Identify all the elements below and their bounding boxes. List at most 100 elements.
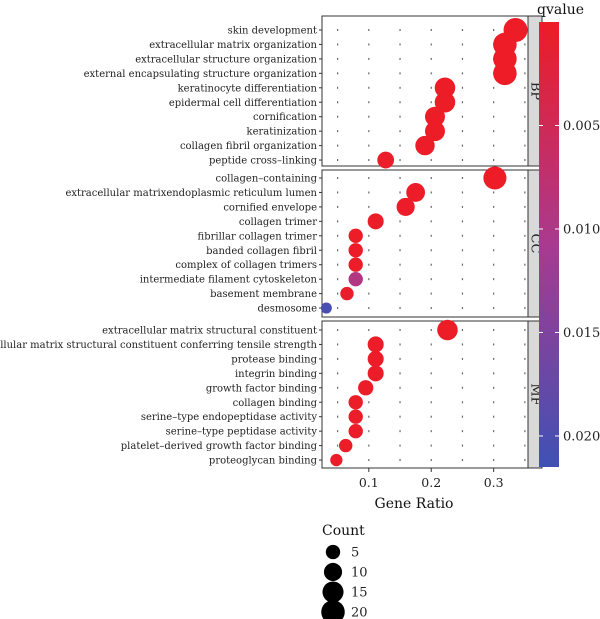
grid-dot (461, 43, 464, 46)
grid-dot (337, 144, 339, 147)
grid-dot (461, 191, 464, 194)
term-label: serine–type peptidase activity (166, 427, 318, 438)
plot-marks (320, 18, 528, 467)
qvalue-legend-title: qvalue (537, 2, 584, 18)
grid-dot (399, 57, 401, 60)
facet-panel-mf: MF extracellular matrix structural consti… (0, 320, 543, 469)
term-label: extracellular matrix structural constitu… (102, 326, 317, 337)
grid-dot (337, 86, 339, 89)
grid-dot (524, 430, 526, 433)
term-label: external encapsulating structure organiz… (84, 69, 318, 80)
facet-panel-cc: CC collagen–containing extracellular matri… (65, 169, 543, 318)
grid-dot (430, 191, 432, 194)
term-label: intermediate filament cytoskeleton (140, 275, 318, 286)
qvalue-colorbar (539, 22, 559, 467)
grid-dot (461, 177, 464, 179)
term-label: cornified envelope (223, 202, 317, 213)
grid-dot (399, 415, 401, 418)
term-label: extracellular structure organization (135, 54, 317, 65)
grid-dot (430, 220, 432, 223)
grid-dot (399, 329, 401, 331)
grid-dot (461, 415, 464, 418)
grid-dot (430, 159, 432, 162)
point-mf-4 (358, 380, 374, 396)
grid-dot (430, 29, 432, 31)
colorbar-label: 0.005 (563, 119, 600, 134)
facet-label-cc: CC (528, 234, 543, 254)
grid-dot (524, 144, 526, 147)
grid-dot (524, 401, 526, 404)
grid-dot (399, 357, 401, 360)
grid-dot (337, 430, 339, 433)
grid-dot (524, 57, 526, 60)
grid-dot (399, 72, 401, 75)
grid-dot (368, 263, 370, 266)
grid-dot (461, 205, 464, 208)
grid-dot (368, 101, 370, 104)
grid-dot (368, 307, 370, 310)
grid-dot (368, 72, 370, 75)
grid-dot (399, 177, 401, 179)
grid-dot (430, 57, 432, 60)
grid-dot (493, 234, 495, 237)
point-bp-4 (434, 77, 456, 99)
grid-dot (368, 444, 370, 447)
point-cc-4 (348, 228, 363, 243)
point-bp-7 (424, 121, 445, 142)
term-label: fibrillar collagen trimer (198, 231, 318, 242)
grid-dot (399, 144, 401, 147)
grid-dot (524, 43, 526, 46)
grid-dot (493, 115, 495, 118)
term-label: collagen trimer (239, 217, 317, 228)
point-mf-2 (367, 350, 384, 367)
term-label: extracellular matrixendoplasmic reticulu… (65, 188, 317, 199)
count-size-legend: Count 5 10 15 20 (321, 523, 368, 619)
grid-dot (337, 357, 339, 360)
point-mf-6 (348, 409, 363, 424)
grid-dot (524, 444, 526, 447)
colorbar-label: 0.020 (563, 429, 600, 444)
size-legend-dot (321, 600, 345, 619)
grid-dot (461, 329, 464, 331)
grid-dot (493, 130, 495, 133)
grid-dot (430, 372, 432, 375)
term-label: integrin binding (235, 369, 318, 380)
grid-dot (430, 307, 432, 310)
x-axis: 0.1 0.2 0.3 (359, 468, 504, 490)
size-legend-dot (325, 544, 341, 560)
facet-label-bp: BP (528, 82, 543, 101)
grid-dot (337, 278, 339, 281)
colorbar-label: 0.015 (563, 326, 600, 341)
grid-dot (337, 292, 339, 295)
term-label: keratinocyte differentiation (178, 83, 318, 94)
term-label: keratinization (247, 127, 318, 138)
grid-dot (368, 329, 370, 331)
x-tick-label: 0.3 (484, 475, 504, 490)
grid-dot (493, 444, 495, 447)
grid-dot (430, 177, 432, 179)
point-cc-3 (367, 213, 384, 230)
grid-dot (461, 357, 464, 360)
grid-dot (524, 101, 526, 104)
grid-dot (399, 386, 401, 389)
point-bp-8 (415, 135, 435, 156)
grid-dot (461, 234, 464, 237)
size-legend-label: 5 (351, 546, 359, 561)
grid-dot (430, 263, 432, 266)
qvalue-color-legend: qvalue 0.005 0.010 0.015 0.020 (537, 2, 600, 467)
grid-dot (493, 329, 495, 331)
size-legend-label: 20 (351, 606, 368, 619)
grid-dot (399, 307, 401, 310)
grid-dot (399, 444, 401, 447)
grid-dot (524, 249, 526, 252)
grid-dot (524, 329, 526, 331)
grid-dot (430, 329, 432, 331)
term-label: collagen binding (233, 398, 318, 409)
grid-dot (461, 263, 464, 266)
grid-dot (493, 430, 495, 433)
grid-dot (493, 292, 495, 295)
grid-dot (430, 459, 432, 462)
grid-dot (368, 401, 370, 404)
term-label: desmosome (257, 304, 317, 315)
grid-dot (430, 386, 432, 389)
